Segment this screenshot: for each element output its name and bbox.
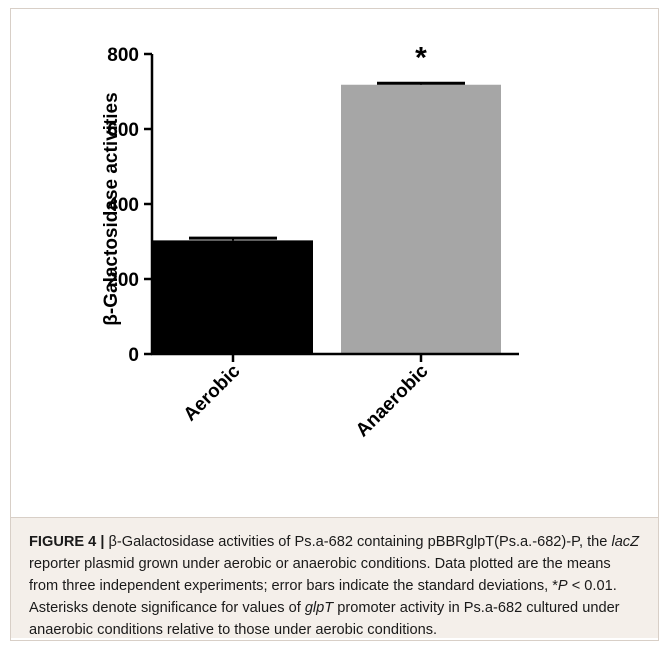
bar-chart: 0 200 400 600 800 * Aerobic Anaerobic β-Galac… (101, 41, 519, 441)
y-tick-label: 200 (107, 270, 139, 291)
x-axis: Aerobic Anaerobic (151, 352, 519, 441)
caption-text-4: promoter activity in Ps.a-682 cultured u… (29, 600, 620, 638)
figure-caption: FIGURE 4 | β-Galactosidase activities of… (29, 531, 641, 641)
figure-frame: 0 200 400 600 800 * Aerobic Anaerobic β-Galac… (10, 8, 659, 641)
caption-label: FIGURE 4 | (29, 534, 105, 550)
y-tick-label: 800 (107, 45, 139, 66)
significance-asterisk: * (415, 41, 427, 74)
bars: * (153, 41, 501, 354)
caption-gene-glpt: glpT (304, 600, 334, 616)
caption-gene-lacz: lacZ (611, 534, 640, 550)
y-tick-label: 600 (107, 120, 139, 141)
caption-text-3: < 0.01. Asterisks denote significance fo… (29, 578, 617, 616)
y-tick-label: 400 (107, 195, 139, 216)
bar-anaerobic (341, 84, 501, 354)
y-axis-label: β-Galactosidase activities (101, 92, 122, 325)
x-tick-label: Anaerobic (352, 360, 433, 441)
bar-aerobic (153, 240, 313, 354)
y-tick-label: 0 (128, 345, 139, 366)
caption-background (11, 517, 658, 638)
y-axis: 0 200 400 600 800 (107, 45, 154, 366)
x-tick-label: Aerobic (180, 360, 245, 425)
caption-text-1: β-Galactosidase activities of Ps.a-682 c… (104, 534, 612, 550)
caption-p-variable: P (557, 578, 568, 594)
caption-text-2: reporter plasmid grown under aerobic or … (29, 556, 611, 594)
